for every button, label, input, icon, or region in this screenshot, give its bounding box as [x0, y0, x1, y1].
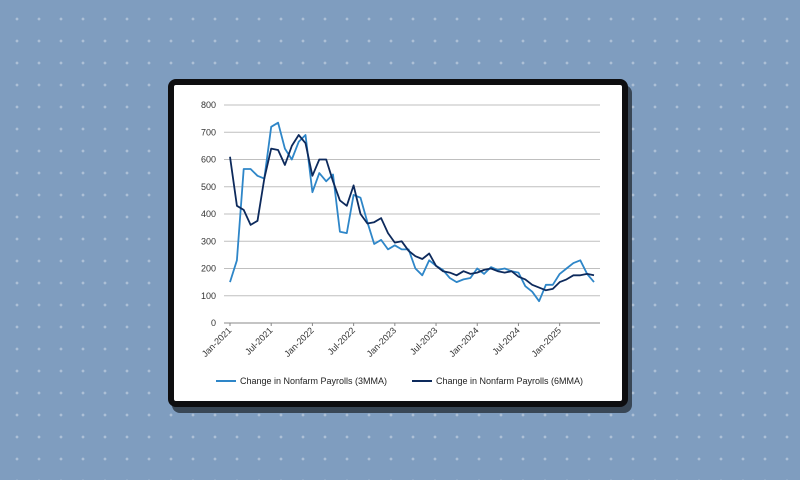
- x-tick-label: Jul-2023: [408, 325, 439, 356]
- y-tick-label: 400: [201, 209, 216, 219]
- y-tick-label: 0: [211, 318, 216, 328]
- x-tick-label: Jul-2021: [243, 325, 274, 356]
- legend-label: Change in Nonfarm Payrolls (6MMA): [436, 376, 583, 386]
- legend-label: Change in Nonfarm Payrolls (3MMA): [240, 376, 387, 386]
- x-tick-label: Jan-2023: [365, 325, 399, 359]
- y-tick-label: 100: [201, 291, 216, 301]
- y-tick-label: 700: [201, 127, 216, 137]
- x-tick-label: Jul-2022: [326, 325, 357, 356]
- x-tick-label: Jan-2022: [282, 325, 316, 359]
- nonfarm-payrolls-line-chart: 0 100 200 300 400 500 600 700 800 Jan-2021 Jul-202…: [200, 100, 600, 386]
- y-tick-label: 600: [201, 155, 216, 165]
- y-tick-label: 500: [201, 182, 216, 192]
- series-line-3mma: [229, 121, 595, 303]
- y-tick-label: 800: [201, 100, 216, 110]
- y-tick-label: 300: [201, 236, 216, 246]
- x-tick-label: Jan-2025: [529, 325, 563, 359]
- y-tick-label: 200: [201, 264, 216, 274]
- chart-card: 0 100 200 300 400 500 600 700 800 Jan-2021 Jul-202…: [168, 79, 628, 407]
- x-tick-label: Jan-2024: [447, 325, 481, 359]
- x-tick-label: Jan-2021: [200, 325, 234, 359]
- series-line-6mma: [229, 134, 595, 292]
- x-tick-label: Jul-2024: [490, 325, 521, 356]
